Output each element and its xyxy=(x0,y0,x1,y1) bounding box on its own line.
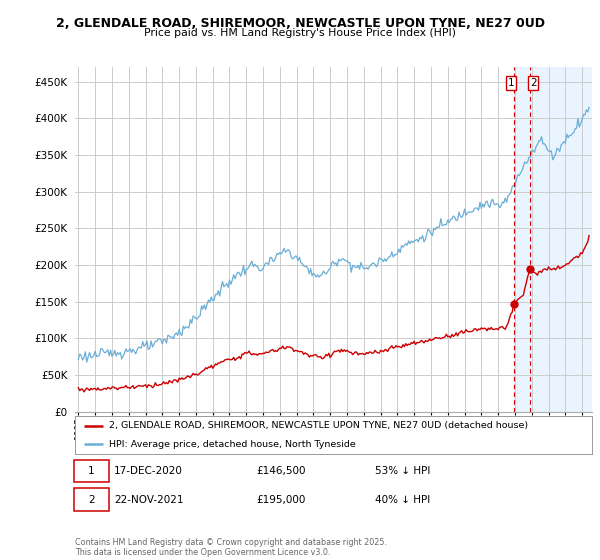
FancyBboxPatch shape xyxy=(74,488,109,511)
Text: 22-NOV-2021: 22-NOV-2021 xyxy=(114,494,183,505)
Text: £146,500: £146,500 xyxy=(256,466,305,476)
Text: 53% ↓ HPI: 53% ↓ HPI xyxy=(375,466,430,476)
Text: Price paid vs. HM Land Registry's House Price Index (HPI): Price paid vs. HM Land Registry's House … xyxy=(144,28,456,38)
Text: 1: 1 xyxy=(508,78,515,88)
Text: 17-DEC-2020: 17-DEC-2020 xyxy=(114,466,182,476)
Text: £195,000: £195,000 xyxy=(256,494,305,505)
FancyBboxPatch shape xyxy=(74,460,109,482)
Text: HPI: Average price, detached house, North Tyneside: HPI: Average price, detached house, Nort… xyxy=(109,440,355,449)
Text: Contains HM Land Registry data © Crown copyright and database right 2025.
This d: Contains HM Land Registry data © Crown c… xyxy=(75,538,387,557)
Text: 2: 2 xyxy=(88,494,95,505)
Text: 2, GLENDALE ROAD, SHIREMOOR, NEWCASTLE UPON TYNE, NE27 0UD: 2, GLENDALE ROAD, SHIREMOOR, NEWCASTLE U… xyxy=(56,17,545,30)
Text: 2: 2 xyxy=(530,78,536,88)
Text: 40% ↓ HPI: 40% ↓ HPI xyxy=(375,494,430,505)
Text: 2, GLENDALE ROAD, SHIREMOOR, NEWCASTLE UPON TYNE, NE27 0UD (detached house): 2, GLENDALE ROAD, SHIREMOOR, NEWCASTLE U… xyxy=(109,421,528,430)
Bar xyxy=(514,67,592,412)
Text: 1: 1 xyxy=(88,466,95,476)
